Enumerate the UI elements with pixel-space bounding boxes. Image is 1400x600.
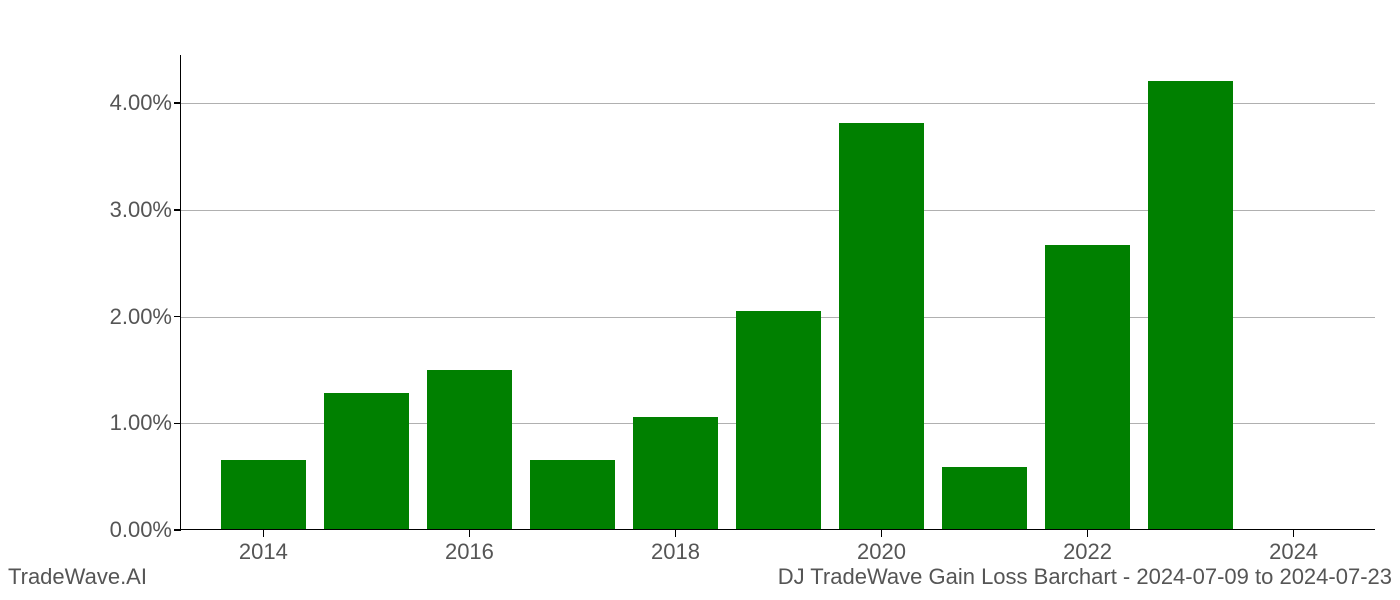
bar <box>942 467 1026 529</box>
y-tick-label: 3.00% <box>110 197 172 223</box>
bar <box>427 370 511 529</box>
bar-chart: 201420162018202020222024 <box>180 55 1375 530</box>
bar <box>839 123 923 529</box>
x-tick-label: 2020 <box>857 539 906 565</box>
x-tick-label: 2018 <box>651 539 700 565</box>
bar <box>530 460 614 529</box>
x-tick-mark <box>1087 530 1089 537</box>
bar <box>324 393 408 529</box>
y-tick-label: 0.00% <box>110 517 172 543</box>
x-tick-label: 2016 <box>445 539 494 565</box>
x-tick-mark <box>469 530 471 537</box>
y-tick-mark <box>174 316 181 318</box>
plot-area: 201420162018202020222024 <box>180 55 1375 530</box>
y-tick-mark <box>174 209 181 211</box>
x-tick-mark <box>675 530 677 537</box>
bar <box>1148 81 1232 529</box>
y-tick-label: 4.00% <box>110 90 172 116</box>
bar <box>1045 245 1129 529</box>
y-tick-mark <box>174 423 181 425</box>
bar <box>736 311 820 529</box>
bar <box>633 417 717 529</box>
x-tick-label: 2022 <box>1063 539 1112 565</box>
x-tick-mark <box>263 530 265 537</box>
y-tick-label: 1.00% <box>110 410 172 436</box>
bar <box>221 460 305 529</box>
y-tick-mark <box>174 529 181 531</box>
y-tick-label: 2.00% <box>110 304 172 330</box>
x-tick-label: 2024 <box>1269 539 1318 565</box>
y-tick-mark <box>174 102 181 104</box>
x-tick-mark <box>1293 530 1295 537</box>
footer-caption: DJ TradeWave Gain Loss Barchart - 2024-0… <box>778 564 1392 590</box>
x-tick-label: 2014 <box>239 539 288 565</box>
footer-brand: TradeWave.AI <box>8 564 147 590</box>
x-tick-mark <box>881 530 883 537</box>
